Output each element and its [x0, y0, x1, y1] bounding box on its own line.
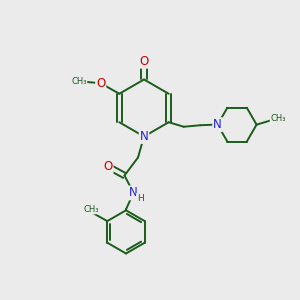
Text: N: N: [140, 130, 148, 143]
Text: N: N: [129, 186, 138, 200]
Text: CH₃: CH₃: [71, 77, 87, 86]
Text: O: O: [103, 160, 112, 173]
Text: CH₃: CH₃: [84, 205, 99, 214]
Text: O: O: [96, 77, 105, 90]
Text: N: N: [213, 118, 222, 131]
Text: CH₃: CH₃: [270, 114, 286, 123]
Text: H: H: [137, 194, 143, 203]
Text: O: O: [140, 55, 148, 68]
